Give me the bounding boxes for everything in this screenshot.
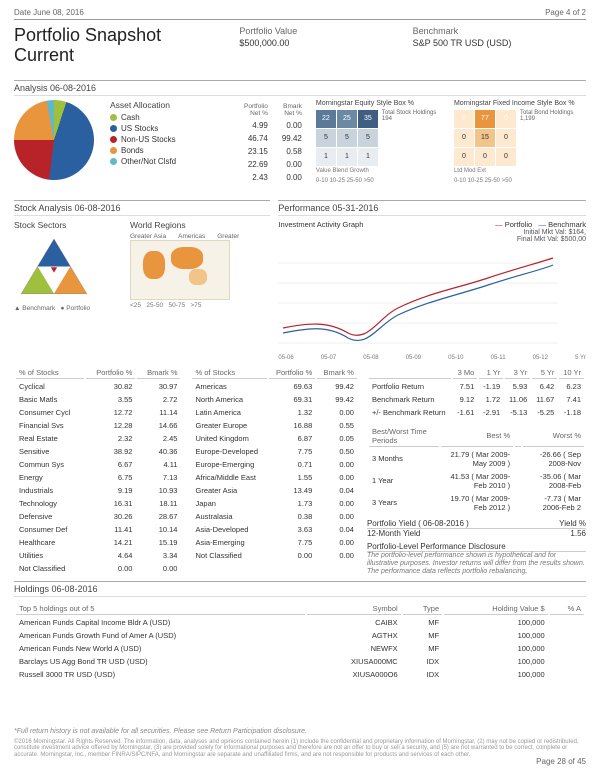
footnote-legal: ©2016 Morningstar. All Rights Reserved. … <box>14 739 586 759</box>
fi-style-title: Morningstar Fixed Income Style Box % <box>454 100 586 107</box>
asset-pie <box>14 100 104 190</box>
section-stock: Stock Analysis 06-08-2016 <box>14 200 270 216</box>
alloc-legend: CashUS StocksNon-US StocksBondsOther/Not… <box>110 113 230 166</box>
bm-value: S&P 500 TR USD (USD) <box>413 38 586 48</box>
regions-pct-table: % of StocksPortfolio %Bmark %Americas69.… <box>190 365 358 563</box>
eq-style-grid: 222535555111 <box>316 110 378 166</box>
world-map <box>130 240 230 300</box>
alloc-title: Asset Allocation <box>110 100 230 110</box>
holdings-table: Top 5 holdings out of 5SymbolTypeHolding… <box>14 601 586 682</box>
top-bar: Date June 08, 2016 Page 4 of 2 <box>14 8 586 20</box>
sector-triangle <box>14 233 94 303</box>
section-holdings: Holdings 06-08-2016 <box>14 581 586 597</box>
page-title-1: Portfolio Snapshot <box>14 26 239 46</box>
footnote-history: *Full return history is not available fo… <box>14 728 586 735</box>
perf-chart <box>278 243 558 353</box>
section-perf: Performance 05-31-2016 <box>278 200 586 216</box>
stocks-pct-table: % of StocksPortfolio %Bmark %Cyclical30.… <box>14 365 182 576</box>
page-title-2: Current <box>14 46 239 66</box>
bm-label: Benchmark <box>413 26 586 36</box>
trailing-table: 3 Mo1 Yr3 Yr5 Yr10 YrPortfolio Return7.5… <box>367 365 586 420</box>
alloc-table: Portfolio Net %Bmark Net %4.990.0046.749… <box>236 100 310 185</box>
section-analysis: Analysis 06-08-2016 <box>14 80 586 96</box>
header: Portfolio Snapshot Current Portfolio Val… <box>14 20 586 76</box>
fi-style-grid: 07700150000 <box>454 110 516 166</box>
eq-style-title: Morningstar Equity Style Box % <box>316 100 448 107</box>
pv-value: $500,000.00 <box>239 38 412 48</box>
regions-title: World Regions <box>130 220 270 230</box>
bestworst-table: Best/Worst Time PeriodsBest %Worst %3 Mo… <box>367 424 586 515</box>
eq-side: Total Stock Holdings 194 <box>382 110 436 166</box>
date-label: Date June 08, 2016 <box>14 8 84 17</box>
pv-label: Portfolio Value <box>239 26 412 36</box>
page-top: Page 4 of 2 <box>545 8 586 17</box>
sectors-title: Stock Sectors <box>14 220 122 230</box>
page-bottom: Page 28 of 45 <box>536 757 586 766</box>
fi-side: Total Bond Holdings 1,199 <box>520 110 573 166</box>
